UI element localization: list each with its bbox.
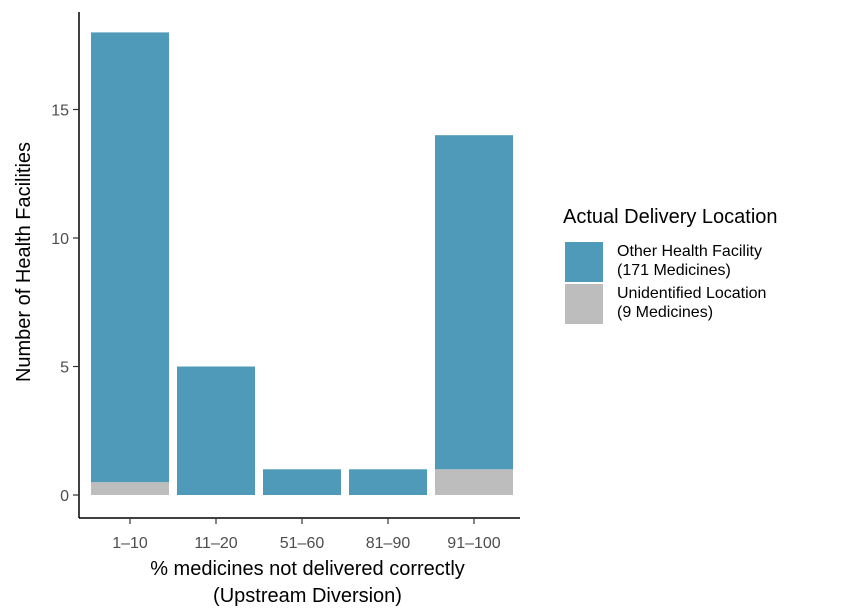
- legend-label: Other Health Facility: [617, 243, 762, 260]
- legend-label: (9 Medicines): [617, 304, 713, 321]
- legend-label: Unidentified Location: [617, 285, 766, 302]
- bar-other-health-facility-3: [263, 469, 341, 495]
- x-axis-title-line-2: (Upstream Diversion): [213, 585, 402, 607]
- x-tick-label: 91–100: [447, 535, 500, 552]
- bar-unidentified-location-5: [435, 469, 513, 495]
- legend-title: Actual Delivery Location: [563, 206, 778, 228]
- x-tick-label: 11–20: [194, 535, 237, 552]
- bar-other-health-facility-4: [349, 469, 427, 495]
- legend-label: (171 Medicines): [617, 262, 731, 279]
- bar-other-health-facility-2: [177, 366, 255, 495]
- bar-other-health-facility-5: [435, 135, 513, 470]
- x-tick-label: 1–10: [112, 535, 148, 552]
- legend-key-1: [565, 242, 603, 282]
- bars-group: [91, 32, 513, 495]
- y-axis: 0 5 10 15: [51, 12, 80, 518]
- x-axis-title-line-1: % medicines not delivered correctly: [150, 558, 465, 580]
- x-tick-label: 51–60: [280, 535, 325, 552]
- bar-unidentified-location-1: [91, 482, 169, 495]
- bar-other-health-facility-1: [91, 32, 169, 483]
- x-tick-label: 81–90: [366, 535, 411, 552]
- x-axis: 1–10 11–20 51–60 81–90 91–100: [79, 517, 520, 552]
- y-tick-label: 5: [60, 360, 69, 377]
- y-tick-label: 15: [51, 103, 69, 120]
- y-tick-label: 10: [51, 231, 69, 248]
- legend: Actual Delivery Location Other Health Fa…: [563, 206, 778, 324]
- y-tick-label: 0: [60, 488, 69, 505]
- legend-key-2: [565, 284, 603, 324]
- y-axis-title: Number of Health Facilities: [13, 142, 35, 382]
